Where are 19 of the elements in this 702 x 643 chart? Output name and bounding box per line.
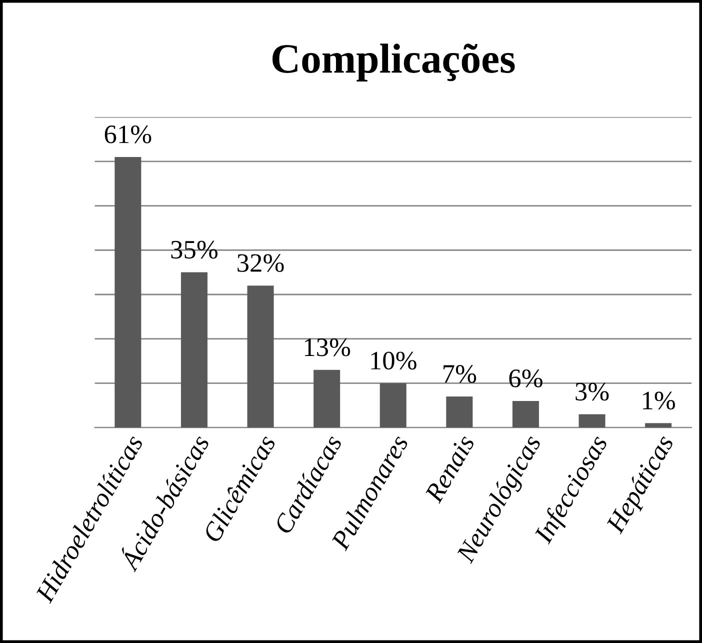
bar	[180, 272, 208, 428]
data-label: 6%	[509, 369, 542, 388]
data-label: 7%	[444, 365, 476, 383]
bar	[645, 423, 672, 428]
bar	[512, 400, 539, 428]
bar	[247, 286, 274, 428]
data-label: 35%	[171, 240, 218, 259]
bar	[314, 370, 340, 428]
data-label: 3%	[576, 382, 609, 401]
data-label: 32%	[238, 254, 284, 272]
bar	[380, 383, 406, 428]
data-label: 61%	[104, 125, 152, 144]
data-label: 10%	[371, 352, 416, 370]
chart-title: Complicações	[272, 44, 515, 82]
data-label: 13%	[304, 338, 350, 356]
bar	[578, 414, 606, 428]
bar	[446, 396, 473, 428]
data-label: 1%	[643, 392, 676, 410]
bar	[114, 156, 142, 428]
